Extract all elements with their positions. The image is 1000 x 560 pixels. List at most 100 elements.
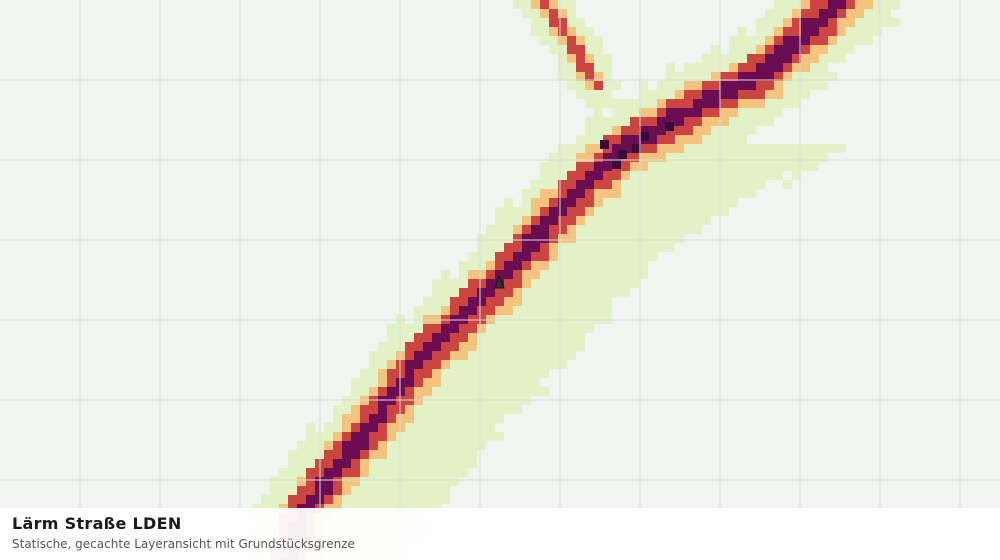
noise-cell: [639, 162, 648, 171]
noise-cell: [288, 477, 297, 486]
noise-cell: [495, 351, 504, 360]
noise-cell: [423, 450, 432, 459]
noise-cell: [423, 405, 432, 414]
noise-cell: [585, 198, 594, 207]
noise-cell: [639, 99, 648, 108]
noise-cell: [441, 324, 450, 333]
noise-cell: [837, 54, 846, 63]
noise-cell: [585, 171, 594, 180]
noise-cell: [585, 225, 594, 234]
noise-cell: [423, 432, 432, 441]
noise-cell: [684, 126, 693, 135]
noise-cell: [612, 126, 621, 135]
noise-cell: [585, 306, 594, 315]
noise-cell: [414, 351, 423, 360]
noise-cell: [765, 81, 774, 90]
noise-cell: [639, 234, 648, 243]
noise-cell: [405, 324, 414, 333]
noise-cell: [756, 72, 765, 81]
noise-cell: [603, 117, 612, 126]
noise-cell: [531, 27, 540, 36]
noise-cell: [531, 324, 540, 333]
noise-cell: [360, 468, 369, 477]
noise-cell: [540, 189, 549, 198]
noise-cell: [441, 495, 450, 504]
noise-cell: [486, 360, 495, 369]
noise-cell: [468, 342, 477, 351]
noise-cell: [792, 162, 801, 171]
noise-cell: [657, 144, 666, 153]
noise-cell: [846, 0, 855, 9]
noise-cell: [729, 153, 738, 162]
noise-cell: [675, 108, 684, 117]
noise-cell: [531, 189, 540, 198]
noise-cell: [612, 153, 621, 162]
noise-cell: [504, 360, 513, 369]
noise-cell: [522, 378, 531, 387]
noise-cell: [288, 486, 297, 495]
noise-cell: [504, 216, 513, 225]
noise-cell: [378, 432, 387, 441]
noise-cell: [369, 486, 378, 495]
noise-cell: [747, 81, 756, 90]
noise-cell: [684, 171, 693, 180]
noise-cell: [477, 432, 486, 441]
noise-cell: [486, 423, 495, 432]
noise-cell: [414, 378, 423, 387]
noise-cell: [558, 9, 567, 18]
noise-cell: [477, 261, 486, 270]
noise-cell: [333, 441, 342, 450]
noise-cell: [468, 279, 477, 288]
noise-cell: [702, 171, 711, 180]
noise-cell: [837, 9, 846, 18]
noise-cell: [432, 351, 441, 360]
noise-cell: [558, 342, 567, 351]
noise-cell: [666, 225, 675, 234]
noise-cell: [261, 495, 270, 504]
noise-cell: [612, 81, 621, 90]
noise-cell: [567, 63, 576, 72]
noise-cell: [720, 81, 729, 90]
noise-cell: [576, 171, 585, 180]
noise-cell: [702, 63, 711, 72]
noise-cell: [632, 144, 641, 153]
noise-cell: [567, 351, 576, 360]
noise-cell: [666, 63, 675, 72]
noise-cell: [720, 135, 729, 144]
noise-cell: [648, 207, 657, 216]
noise-cell: [657, 171, 666, 180]
noise-cell: [640, 132, 649, 141]
noise-cell: [450, 423, 459, 432]
noise-cell: [639, 207, 648, 216]
noise-cell: [531, 306, 540, 315]
noise-cell: [540, 234, 549, 243]
noise-cell: [882, 18, 891, 27]
noise-cell: [360, 495, 369, 504]
noise-cell: [531, 297, 540, 306]
noise-cell: [423, 414, 432, 423]
noise-cell: [504, 297, 513, 306]
noise-cell: [360, 369, 369, 378]
noise-cell: [378, 423, 387, 432]
noise-cell: [450, 378, 459, 387]
noise-cell: [558, 288, 567, 297]
noise-cell: [549, 324, 558, 333]
noise-cell: [720, 117, 729, 126]
noise-cell: [432, 441, 441, 450]
noise-cell: [720, 90, 729, 99]
noise-cell: [720, 54, 729, 63]
noise-cell: [873, 0, 882, 9]
noise-cell: [540, 288, 549, 297]
noise-cell: [693, 171, 702, 180]
noise-cell: [405, 423, 414, 432]
noise-cell: [432, 423, 441, 432]
noise-cell: [675, 90, 684, 99]
noise-cell: [666, 198, 675, 207]
noise-cell: [819, 144, 828, 153]
noise-cell: [747, 153, 756, 162]
noise-cell: [414, 450, 423, 459]
noise-cell: [297, 495, 306, 504]
noise-cell: [522, 243, 531, 252]
noise-cell: [450, 360, 459, 369]
noise-cell: [675, 72, 684, 81]
